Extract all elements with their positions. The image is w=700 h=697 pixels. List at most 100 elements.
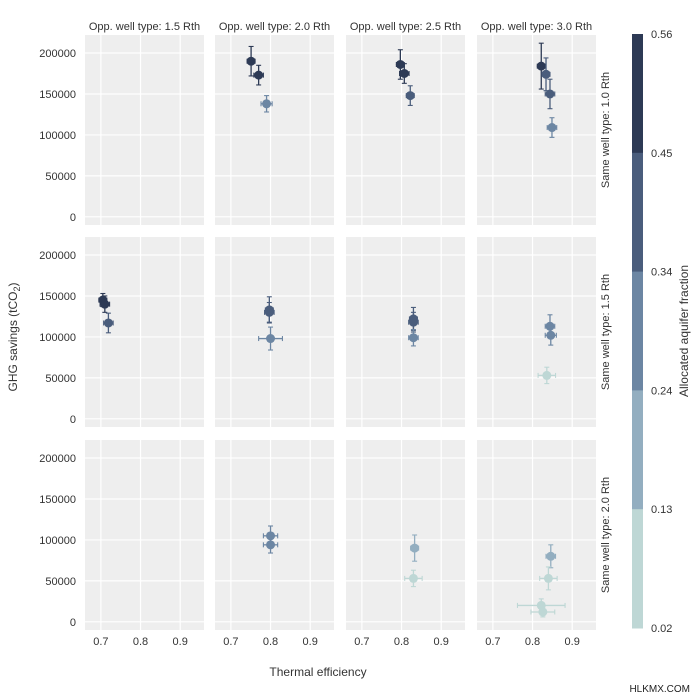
panel-r2-c1 bbox=[215, 440, 334, 630]
colorbar-band bbox=[632, 34, 643, 154]
scatter-marker bbox=[246, 56, 256, 66]
y-tick-label: 150000 bbox=[39, 89, 76, 101]
x-tick-label: 0.8 bbox=[394, 636, 409, 648]
y-tick-label: 100000 bbox=[39, 130, 76, 142]
scatter-marker bbox=[408, 317, 418, 327]
panel-r0-c3 bbox=[477, 35, 596, 225]
y-tick-label: 50000 bbox=[45, 373, 76, 385]
panel-r1-c0 bbox=[85, 237, 204, 427]
data-point bbox=[541, 57, 551, 92]
colorbar-label: Allocated aquifer fraction bbox=[677, 265, 691, 397]
data-point bbox=[262, 536, 279, 554]
data-point bbox=[253, 64, 264, 86]
data-point bbox=[544, 324, 557, 346]
data-point bbox=[99, 295, 111, 313]
y-tick-label: 0 bbox=[70, 212, 76, 224]
y-tick-label: 150000 bbox=[39, 494, 76, 506]
panel-background bbox=[346, 35, 465, 225]
panel-background bbox=[477, 237, 596, 427]
panel-background bbox=[215, 35, 334, 225]
panel-background bbox=[85, 35, 204, 225]
colorbar-band bbox=[632, 390, 643, 510]
data-point bbox=[408, 328, 419, 347]
y-axis-label: GHG savings (tCO2) bbox=[6, 282, 22, 391]
data-point bbox=[260, 95, 273, 113]
panel-background bbox=[85, 237, 204, 427]
colorbar-tick-label: 0.24 bbox=[651, 385, 672, 397]
x-tick-labels: 0.7 0.8 0.9 0.7 0.8 0.9 0.7 0.8 0.9 0.7 0.8 0.9 bbox=[93, 636, 580, 648]
x-axis-label: Thermal efficiency bbox=[269, 665, 366, 679]
column-title: Opp. well type: 1.5 Rth bbox=[89, 21, 200, 33]
y-axis-label-close: ) bbox=[6, 282, 20, 286]
scatter-marker bbox=[395, 59, 405, 69]
row-title: Same well type: 1.5 Rth bbox=[600, 274, 612, 390]
scatter-marker bbox=[266, 540, 276, 550]
panel-r2-c2 bbox=[346, 440, 465, 630]
panel-background bbox=[477, 440, 596, 630]
y-tick-label: 0 bbox=[70, 414, 76, 426]
scatter-marker bbox=[103, 318, 113, 328]
panel-r0-c1 bbox=[215, 35, 334, 225]
colorbar-tick-label: 0.45 bbox=[651, 148, 672, 160]
row-title: Same well type: 2.0 Rth bbox=[600, 477, 612, 593]
panel-r1-c2 bbox=[346, 237, 465, 427]
y-tick-label: 0 bbox=[70, 617, 76, 629]
scatter-marker bbox=[543, 573, 553, 583]
colorbar-tick-label: 0.56 bbox=[651, 29, 672, 41]
colorbar-tick-labels: 0.56 0.45 0.34 0.24 0.13 0.02 bbox=[651, 29, 672, 635]
data-point bbox=[545, 544, 557, 569]
y-tick-label: 150000 bbox=[39, 291, 76, 303]
scatter-marker bbox=[399, 68, 409, 78]
data-point bbox=[536, 42, 546, 90]
data-point bbox=[539, 566, 558, 591]
x-tick-label: 0.9 bbox=[173, 636, 188, 648]
scatter-marker bbox=[538, 607, 548, 617]
data-point bbox=[258, 326, 283, 351]
y-axis-label-subscript: 2 bbox=[12, 286, 22, 291]
scatter-marker bbox=[408, 573, 418, 583]
data-point bbox=[537, 366, 557, 385]
panel-r1-c1 bbox=[215, 237, 334, 427]
scatter-marker bbox=[266, 334, 276, 344]
panel-r2-c3 bbox=[477, 440, 596, 630]
x-tick-label: 0.9 bbox=[303, 636, 318, 648]
x-tick-label: 0.7 bbox=[485, 636, 500, 648]
panel-r1-c3 bbox=[477, 237, 596, 427]
y-tick-label: 50000 bbox=[45, 576, 76, 588]
panel-background bbox=[85, 440, 204, 630]
x-tick-label: 0.9 bbox=[565, 636, 580, 648]
scatter-marker bbox=[254, 70, 264, 80]
colorbar-band bbox=[632, 152, 643, 273]
column-titles: Opp. well type: 1.5 Rth Opp. well type: 2… bbox=[89, 21, 592, 33]
colorbar-tick-label: 0.13 bbox=[651, 504, 672, 516]
scatter-marker bbox=[545, 89, 555, 99]
x-tick-label: 0.9 bbox=[434, 636, 449, 648]
x-tick-label: 0.7 bbox=[354, 636, 369, 648]
x-tick-label: 0.8 bbox=[263, 636, 278, 648]
data-point bbox=[530, 606, 556, 618]
x-tick-label: 0.7 bbox=[93, 636, 108, 648]
colorbar-band bbox=[632, 509, 643, 629]
row-title: Same well type: 1.0 Rth bbox=[600, 72, 612, 188]
data-point bbox=[398, 63, 410, 84]
x-tick-label: 0.8 bbox=[525, 636, 540, 648]
x-tick-label: 0.7 bbox=[223, 636, 238, 648]
scatter-marker bbox=[541, 69, 551, 79]
y-tick-label: 200000 bbox=[39, 250, 76, 262]
y-tick-label: 200000 bbox=[39, 48, 76, 60]
scatter-marker bbox=[546, 330, 556, 340]
panel-r0-c0 bbox=[85, 35, 204, 225]
data-point bbox=[546, 117, 558, 138]
scatter-marker bbox=[545, 321, 555, 331]
panel-r0-c2 bbox=[346, 35, 465, 225]
data-point bbox=[246, 45, 256, 77]
panel-grid bbox=[85, 35, 596, 630]
scatter-marker bbox=[408, 333, 418, 343]
row-titles: Same well type: 1.0 Rth Same well type: 1… bbox=[600, 72, 612, 593]
data-point bbox=[410, 534, 420, 562]
scatter-marker bbox=[536, 61, 546, 71]
y-axis-label-main: GHG savings (tCO bbox=[6, 291, 20, 391]
x-tick-label: 0.8 bbox=[133, 636, 148, 648]
scatter-marker bbox=[546, 551, 556, 561]
